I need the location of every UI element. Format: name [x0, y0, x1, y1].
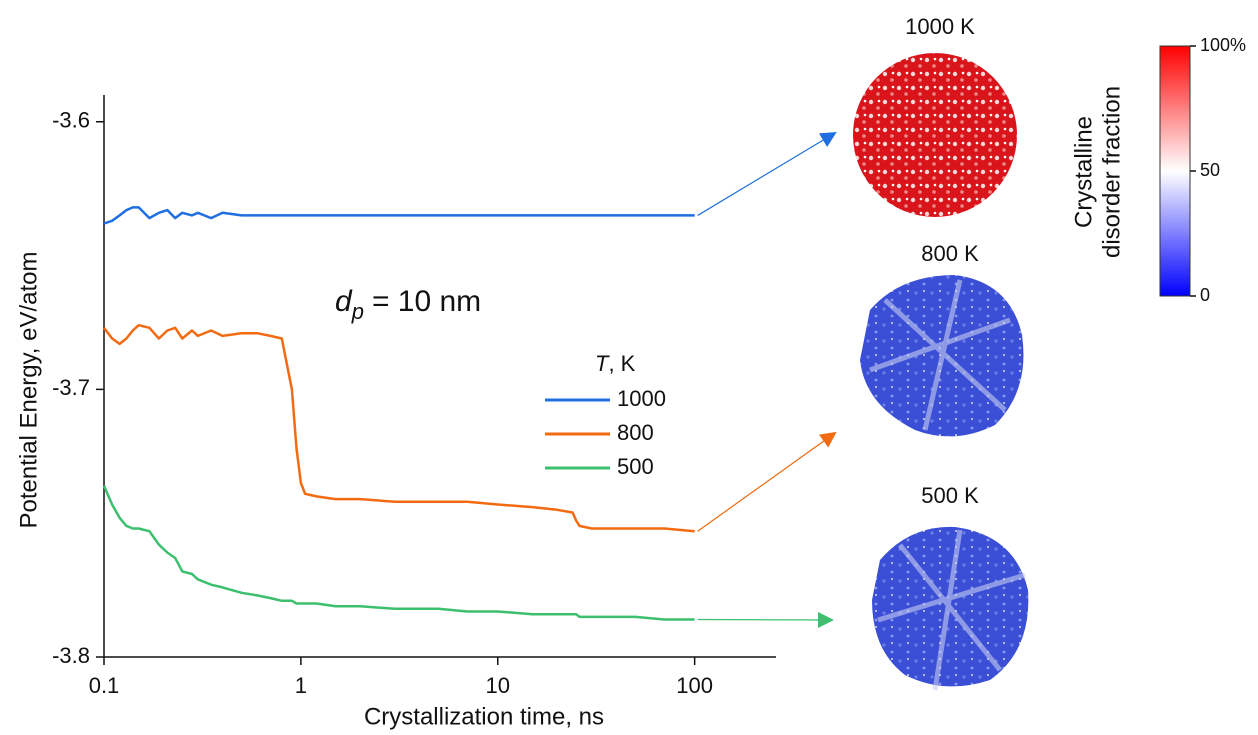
- y-tick-label: -3.8: [52, 643, 90, 668]
- x-tick-label: 100: [676, 673, 713, 698]
- x-tick-label: 10: [486, 673, 510, 698]
- colorbar-label: disorder fraction: [1098, 86, 1125, 258]
- chart: dp= 10 nm T, K Crystallization time, ns …: [0, 0, 1258, 735]
- y-tick-label: -3.7: [52, 375, 90, 400]
- legend-label: 1000: [617, 386, 666, 411]
- axis-line: [104, 95, 776, 657]
- panel-label: 800 K: [921, 241, 979, 266]
- annotation-sub: p: [351, 299, 364, 324]
- pointer-arrow: [698, 433, 835, 531]
- colorbar-label: Crystalline: [1070, 116, 1097, 228]
- pointer-arrow: [698, 133, 835, 215]
- y-tick-label: -3.6: [52, 108, 90, 133]
- particle-500: [872, 527, 1028, 690]
- panel-label: 500 K: [921, 483, 979, 508]
- particle-800: [860, 275, 1023, 436]
- annotation-text: = 10 nm: [372, 285, 481, 318]
- legend-title: T, K: [595, 351, 636, 376]
- colorbar-tick-label: 100%: [1200, 35, 1246, 55]
- series-line: [104, 207, 695, 223]
- legend-label: 800: [617, 420, 654, 445]
- page: dp= 10 nm T, K Crystallization time, ns …: [0, 0, 1258, 735]
- particle: [853, 53, 1017, 217]
- particle-1000: [853, 53, 1017, 217]
- colorbar-tick-label: 0: [1200, 285, 1210, 305]
- colorbar-tick-label: 50: [1200, 160, 1220, 180]
- x-tick-label: 1: [295, 673, 307, 698]
- y-axis-label: Potential Energy, eV/atom: [15, 251, 42, 528]
- annotation-var: d: [335, 285, 353, 318]
- panel-label: 1000 K: [905, 14, 975, 39]
- x-axis-label: Crystallization time, ns: [364, 703, 604, 730]
- annotation: dp = 10 nm: [335, 285, 481, 324]
- x-tick-label: 0.1: [89, 673, 120, 698]
- legend-title-text: , K: [608, 351, 635, 376]
- colorbar: [1160, 46, 1190, 296]
- series-line: [104, 486, 695, 620]
- legend-label: 500: [617, 454, 654, 479]
